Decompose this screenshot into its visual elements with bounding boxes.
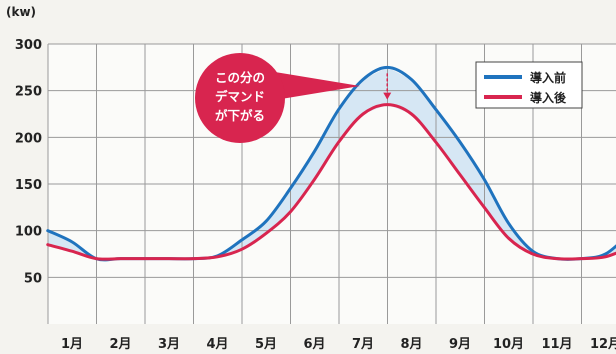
series-line-after (46, 103, 616, 261)
x-tick-label: 10月 (493, 337, 524, 352)
x-tick-label: 2月 (109, 337, 131, 352)
x-tick-label: 1月 (61, 337, 83, 352)
y-tick-label: 150 (15, 178, 42, 193)
y-tick-label: 250 (15, 85, 42, 100)
x-tick-label: 9月 (449, 337, 471, 352)
x-tick-label: 6月 (303, 337, 325, 352)
x-tick-label: 12月 (590, 337, 616, 352)
reduction-marker-arrow (383, 92, 392, 100)
x-tick-label: 8月 (400, 337, 422, 352)
callout-pointer (275, 72, 360, 100)
legend-box (475, 61, 583, 109)
callout-line-1: この分の (215, 70, 265, 85)
x-tick-label: 3月 (158, 337, 180, 352)
y-tick-label: 300 (15, 38, 42, 53)
callout-bubble (195, 53, 285, 143)
x-tick-label: 7月 (352, 337, 374, 352)
x-tick-label: 11月 (541, 337, 572, 352)
callout-line-2: デマンド (215, 89, 265, 104)
legend-label-before: 導入前 (530, 70, 566, 85)
x-tick-label: 4月 (206, 337, 228, 352)
x-tick-label: 5月 (255, 337, 277, 352)
legend-label-after: 導入後 (530, 90, 567, 105)
demand-callout: この分の デマンド が下がる (195, 53, 360, 143)
y-tick-label: 100 (15, 225, 42, 240)
y-tick-label: 200 (15, 131, 42, 146)
chart-legend: 導入前 導入後 (475, 61, 583, 109)
y-axis-unit: (kw) (6, 5, 36, 19)
callout-line-3: が下がる (215, 108, 265, 123)
y-tick-label: 50 (24, 271, 42, 286)
